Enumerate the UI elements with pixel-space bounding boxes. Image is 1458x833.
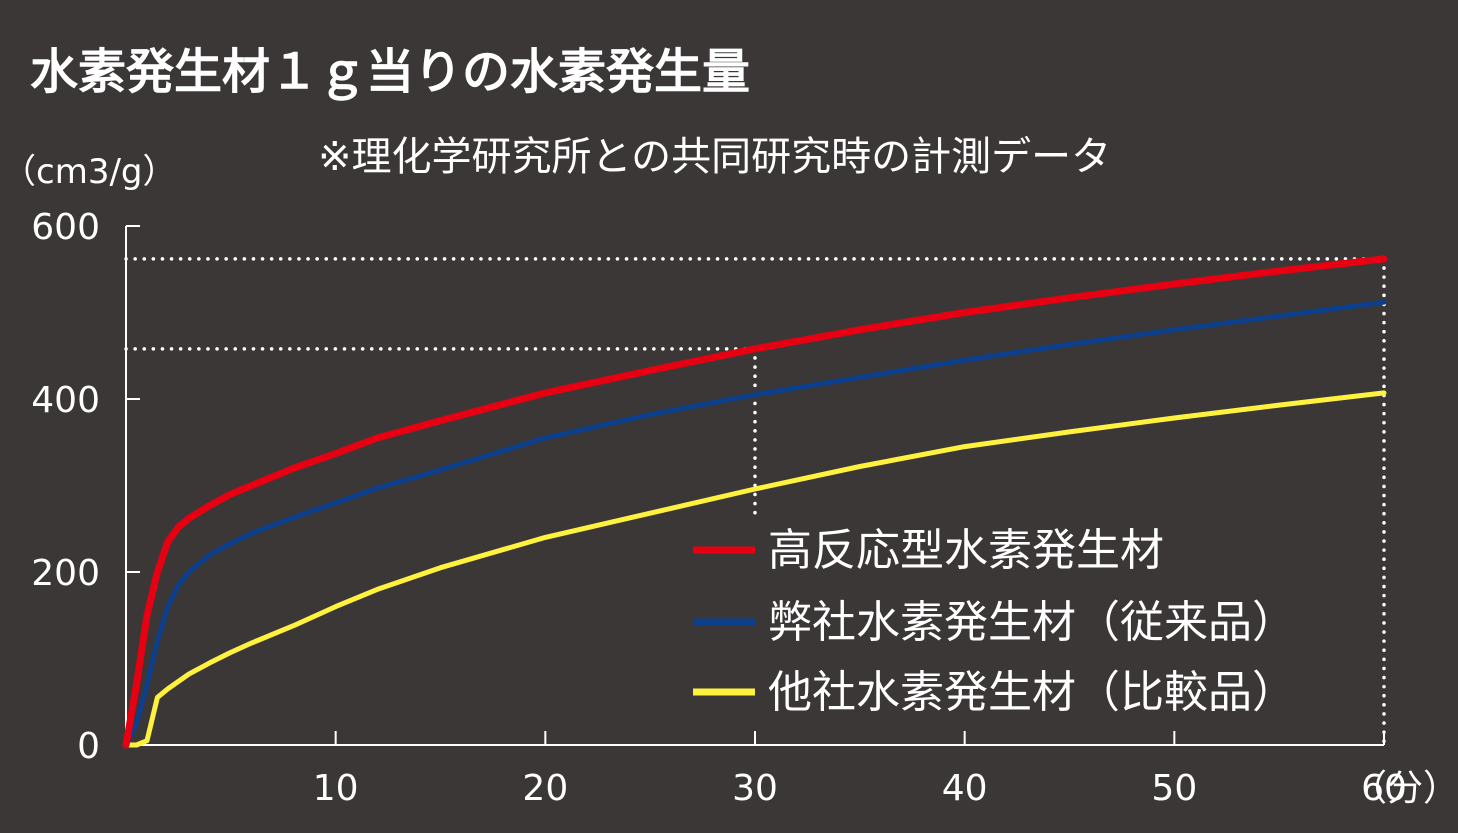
y-tick-label: 0 bbox=[77, 726, 100, 767]
axes bbox=[125, 225, 1385, 746]
series-line-3 bbox=[123, 390, 1387, 748]
series-lines bbox=[122, 255, 1388, 749]
y-axis-label: （cm3/g） bbox=[2, 152, 176, 192]
legend-label-2: 弊社水素発生材（従来品） bbox=[768, 597, 1296, 648]
y-tick-label: 400 bbox=[31, 380, 100, 421]
y-tick-label: 600 bbox=[31, 207, 100, 248]
x-tick-label: 30 bbox=[732, 768, 778, 809]
series-line-2 bbox=[123, 299, 1387, 748]
x-tick-label: 20 bbox=[522, 768, 568, 809]
x-tick-label: 50 bbox=[1151, 768, 1197, 809]
chart-title: 水素発生材１ｇ当りの水素発生量 bbox=[30, 44, 750, 101]
y-tick-label: 200 bbox=[31, 553, 100, 594]
x-axis-unit: （分） bbox=[1351, 768, 1458, 809]
x-tick-label: 60 bbox=[1361, 768, 1407, 809]
x-tick-label: 40 bbox=[942, 768, 988, 809]
chart-note: ※理化学研究所との共同研究時の計測データ bbox=[318, 134, 1111, 180]
series-line-1 bbox=[122, 255, 1388, 749]
reference-lines bbox=[124, 257, 1386, 747]
x-tick-label: 10 bbox=[313, 768, 359, 809]
legend-label-1: 高反応型水素発生材 bbox=[768, 525, 1164, 576]
tick-labels: 600 400 200 0 10 20 30 40 50 60（分） bbox=[31, 207, 1458, 809]
legend-label-3: 他社水素発生材（比較品） bbox=[768, 667, 1296, 718]
